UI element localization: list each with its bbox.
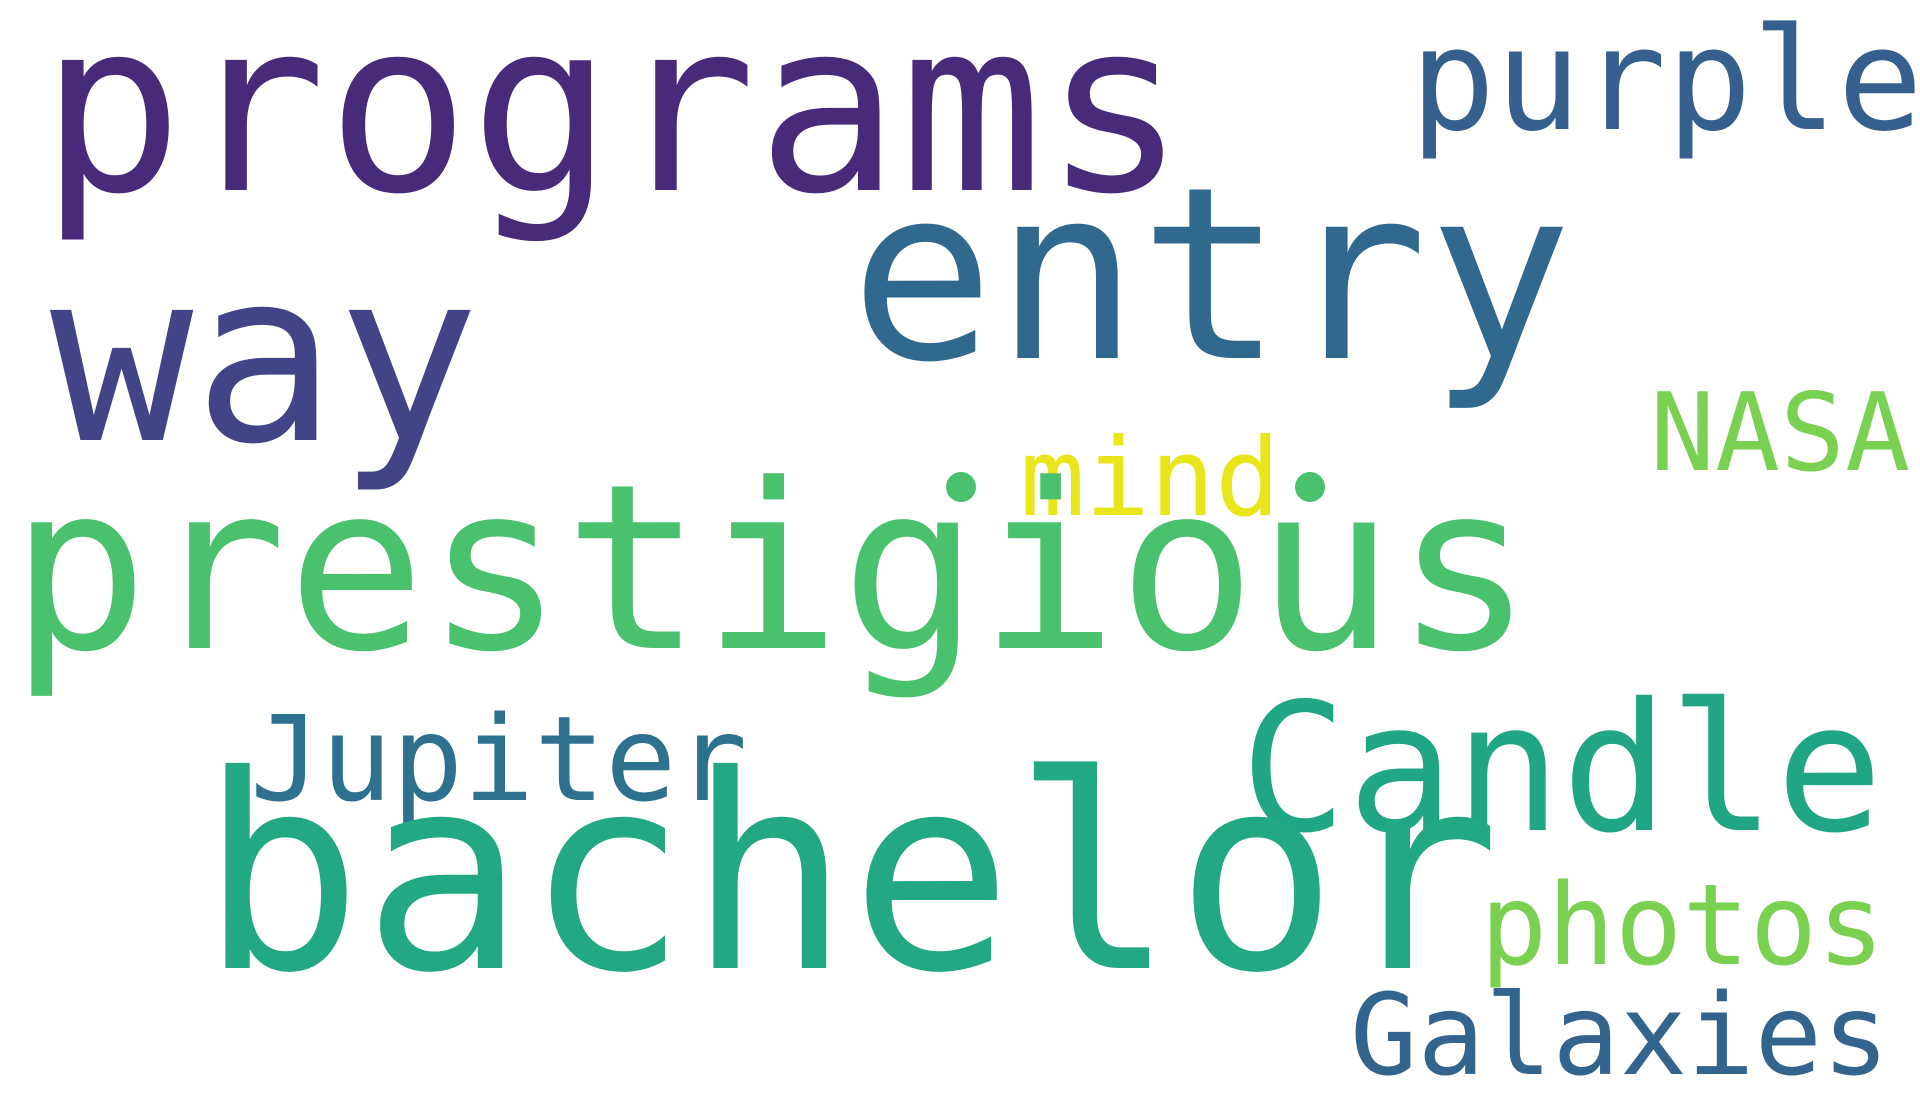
dot-right xyxy=(1295,472,1325,502)
word-programs: programs xyxy=(40,0,1187,247)
word-photos: photos xyxy=(1480,861,1885,991)
word-way: way xyxy=(50,220,480,497)
word-jupiter: Jupiter xyxy=(250,690,748,828)
word-galaxies: Galaxies xyxy=(1350,971,1890,1101)
dot-left xyxy=(946,472,976,502)
word-bachelor: bachelor xyxy=(200,717,1501,1032)
word-mind: mind xyxy=(1020,416,1281,541)
word-candle: Candle xyxy=(1240,665,1883,872)
word-purple: purple xyxy=(1410,0,1920,163)
word-nasa: NASA xyxy=(1650,371,1911,496)
word-prestigious: prestigious xyxy=(10,436,1534,703)
word-entry: entry xyxy=(850,135,1573,415)
